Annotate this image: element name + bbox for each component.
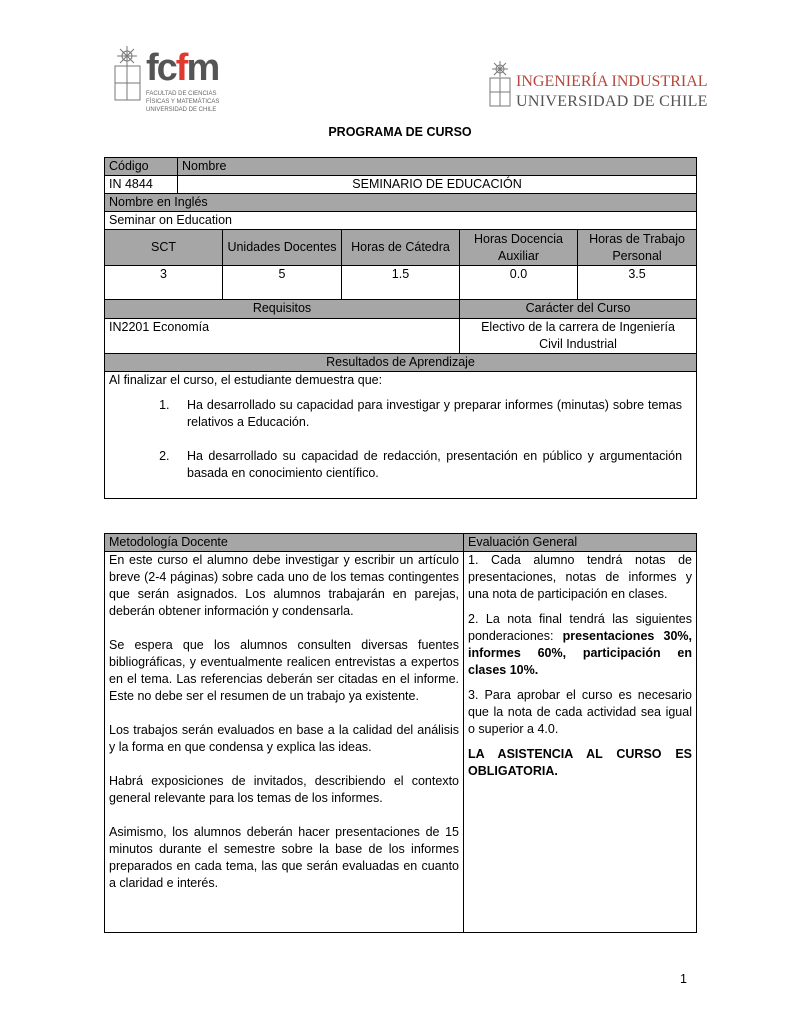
list-item: Ha desarrollado su capacidad para invest… xyxy=(173,397,692,431)
logo-line-2: UNIVERSIDAD DE CHILE xyxy=(516,93,708,110)
attendance-note: LA ASISTENCIA AL CURSO ES OBLIGATORIA. xyxy=(468,747,692,778)
evaluacion-label: Evaluación General xyxy=(463,533,697,552)
paragraph: Se espera que los alumnos consulten dive… xyxy=(109,638,459,703)
hours-header: Horas de Cátedra xyxy=(341,229,460,266)
resultados-content: Al finalizar el curso, el estudiante dem… xyxy=(103,371,698,499)
paragraph: 1. Cada alumno tendrá notas de presentac… xyxy=(468,553,692,601)
methodology-table: Metodología Docente Evaluación General En… xyxy=(104,533,697,933)
course-info-table: Código Nombre IN 4844 SEMINARIO DE EDUCACI… xyxy=(103,157,698,499)
ingenieria-industrial-logo: INGENIERÍA INDUSTRIAL UNIVERSIDAD DE CHI… xyxy=(488,60,708,112)
list-item: Ha desarrollado su capacidad de redacció… xyxy=(173,448,692,482)
resultados-label: Resultados de Aprendizaje xyxy=(103,353,698,372)
page-title: PROGRAMA DE CURSO xyxy=(328,125,472,139)
fcfm-caption: FACULTAD DE CIENCIAS FÍSICAS Y MATEMÁTICA… xyxy=(146,91,220,113)
paragraph: 3. Para aprobar el curso es necesario qu… xyxy=(468,688,692,736)
hours-header: Unidades Docentes xyxy=(222,229,342,266)
resultados-intro: Al finalizar el curso, el estudiante dem… xyxy=(109,373,383,387)
course-code: IN 4844 xyxy=(105,176,178,193)
requisitos-value: IN2201 Economía xyxy=(104,318,460,354)
caracter-value: Electivo de la carrera de Ingeniería Civ… xyxy=(458,318,698,354)
paragraph: En este curso el alumno debe investigar … xyxy=(109,553,459,618)
metodologia-label: Metodología Docente xyxy=(104,533,464,552)
hours-header: SCT xyxy=(104,229,223,266)
hours-value: 1.5 xyxy=(341,265,460,300)
hours-value: 3 xyxy=(104,265,223,300)
paragraph: Habrá exposiciones de invitados, describ… xyxy=(109,774,459,805)
caracter-label: Carácter del Curso xyxy=(458,299,698,319)
paragraph: 2. La nota final tendrá las siguientes p… xyxy=(468,612,692,677)
english-name: Seminar on Education xyxy=(103,211,698,230)
hours-header: Horas Docencia Auxiliar xyxy=(459,229,578,266)
paragraph: Los trabajos serán evaluados en base a l… xyxy=(109,723,459,754)
code-label: Código xyxy=(105,158,178,175)
course-name: SEMINARIO DE EDUCACIÓN xyxy=(352,177,522,191)
fcfm-wordmark: fcfm xyxy=(146,47,220,89)
university-seal-icon xyxy=(114,46,141,101)
university-seal-icon xyxy=(489,61,511,107)
logo-line-1: INGENIERÍA INDUSTRIAL xyxy=(516,73,708,90)
fcfm-logo: fcfm FACULTAD DE CIENCIAS FÍSICAS Y MATEM… xyxy=(112,44,237,116)
english-name-label: Nombre en Inglés xyxy=(103,193,698,212)
requisitos-label: Requisitos xyxy=(104,299,460,319)
hours-value: 3.5 xyxy=(576,265,698,300)
hours-header: Horas de Trabajo Personal xyxy=(576,229,698,266)
paragraph: Asimismo, los alumnos deberán hacer pres… xyxy=(109,825,459,890)
page-number: 1 xyxy=(680,972,687,986)
name-label: Nombre xyxy=(182,159,227,173)
hours-value: 0.0 xyxy=(459,265,578,300)
hours-value: 5 xyxy=(222,265,342,300)
